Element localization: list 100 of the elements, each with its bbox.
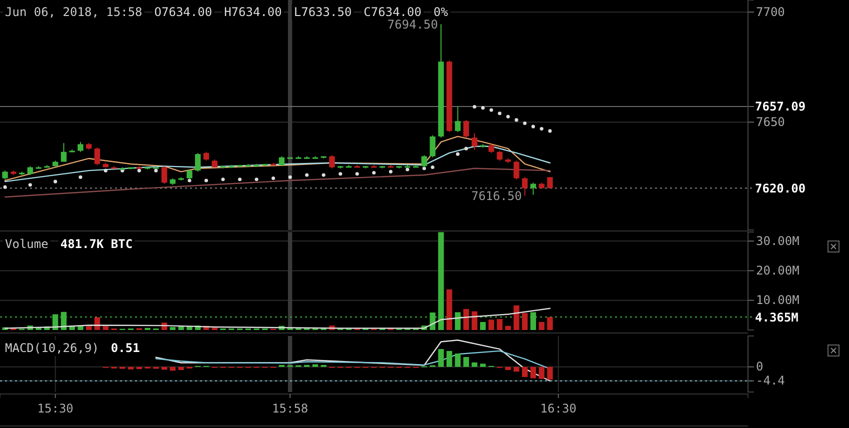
candlestick — [463, 119, 470, 138]
y-tick-label: 7650 — [756, 114, 785, 129]
y-tick-label: 0 — [756, 360, 764, 374]
bar — [446, 350, 452, 367]
chart-title: MACD(10,26,9) — [5, 341, 99, 355]
bar — [547, 317, 553, 330]
bar — [446, 289, 452, 330]
bar — [463, 308, 470, 330]
bar — [530, 366, 536, 378]
point — [481, 106, 485, 110]
y-tick-label: 30.00M — [756, 234, 800, 248]
point — [254, 178, 258, 182]
candlestick — [161, 166, 168, 184]
bar — [480, 322, 486, 330]
ref-line-label: 7657.09 — [755, 100, 806, 114]
bar — [514, 366, 520, 372]
bar — [538, 322, 544, 330]
point — [104, 168, 108, 172]
bar — [438, 349, 444, 367]
bar — [522, 366, 528, 378]
point — [498, 112, 502, 116]
bar — [547, 366, 553, 380]
bar — [496, 319, 503, 330]
y-tick-label: 20.00M — [756, 264, 800, 278]
annotation: O7634.00 — [154, 5, 212, 19]
candlestick — [329, 154, 335, 169]
bar — [505, 366, 511, 370]
point — [188, 178, 192, 182]
line-series — [4, 136, 551, 182]
point — [28, 183, 32, 187]
candlestick — [60, 142, 67, 162]
point — [531, 124, 535, 128]
ref-line-label: 7620.00 — [755, 181, 806, 196]
bar — [472, 362, 478, 367]
x-tick-label: 16:30 — [540, 402, 576, 416]
annotation: H7634.00 — [224, 5, 282, 19]
point — [472, 104, 476, 109]
point — [204, 178, 208, 182]
annotation: 7616.50 — [471, 189, 522, 204]
bar — [505, 326, 511, 330]
bar — [454, 354, 461, 367]
candlestick — [94, 146, 100, 166]
candlestick — [472, 132, 478, 150]
point — [355, 172, 359, 176]
line-series — [155, 340, 551, 382]
text: Jun 06, 2018, 15:58 — [5, 5, 142, 19]
bar — [463, 357, 470, 367]
point — [338, 172, 342, 176]
annotation: 7694.50 — [387, 17, 438, 32]
point — [238, 178, 242, 182]
candlestick — [278, 156, 285, 167]
point — [3, 185, 7, 189]
point — [221, 178, 225, 182]
candlestick — [430, 134, 436, 158]
chart-subtitle: 481.7K BTC — [60, 237, 133, 251]
bar — [312, 364, 318, 367]
point — [388, 170, 392, 174]
point — [506, 114, 510, 118]
candlestick — [522, 176, 528, 196]
bar — [514, 305, 520, 330]
point — [456, 152, 460, 156]
point — [548, 129, 552, 133]
bar — [86, 326, 92, 330]
bar — [488, 320, 494, 330]
bar — [102, 326, 108, 330]
x-tick-label: 15:58 — [272, 402, 308, 416]
point — [137, 168, 141, 172]
point — [322, 173, 326, 177]
point — [523, 121, 527, 126]
point — [154, 168, 158, 172]
point — [406, 168, 410, 172]
point — [372, 170, 376, 175]
annotation: 0% — [433, 5, 449, 19]
point — [305, 173, 309, 177]
point — [430, 165, 434, 170]
candlestick — [496, 150, 503, 162]
point — [464, 146, 468, 150]
y-tick-label: 10.00M — [756, 293, 800, 308]
point — [540, 126, 544, 131]
y-tick-label: -4.4 — [756, 374, 785, 388]
point — [288, 175, 292, 179]
bar — [538, 366, 544, 379]
bar — [522, 313, 528, 330]
bar — [170, 327, 176, 330]
annotation: L7633.50 — [294, 5, 352, 19]
line-series — [4, 308, 551, 329]
bar — [128, 366, 134, 370]
ref-line-label: 4.365M — [755, 310, 798, 324]
annotation: C7634.00 — [364, 5, 422, 19]
candlestick — [454, 106, 461, 133]
candlestick — [194, 152, 201, 172]
y-tick-label: 7700 — [756, 4, 785, 19]
bar — [480, 364, 486, 367]
point — [78, 175, 82, 179]
candlestick — [514, 160, 520, 180]
candlestick — [78, 141, 84, 152]
point — [272, 176, 276, 180]
bar — [178, 366, 184, 370]
x-tick-label: 15:30 — [37, 402, 74, 416]
chart-title: Volume — [5, 237, 48, 251]
